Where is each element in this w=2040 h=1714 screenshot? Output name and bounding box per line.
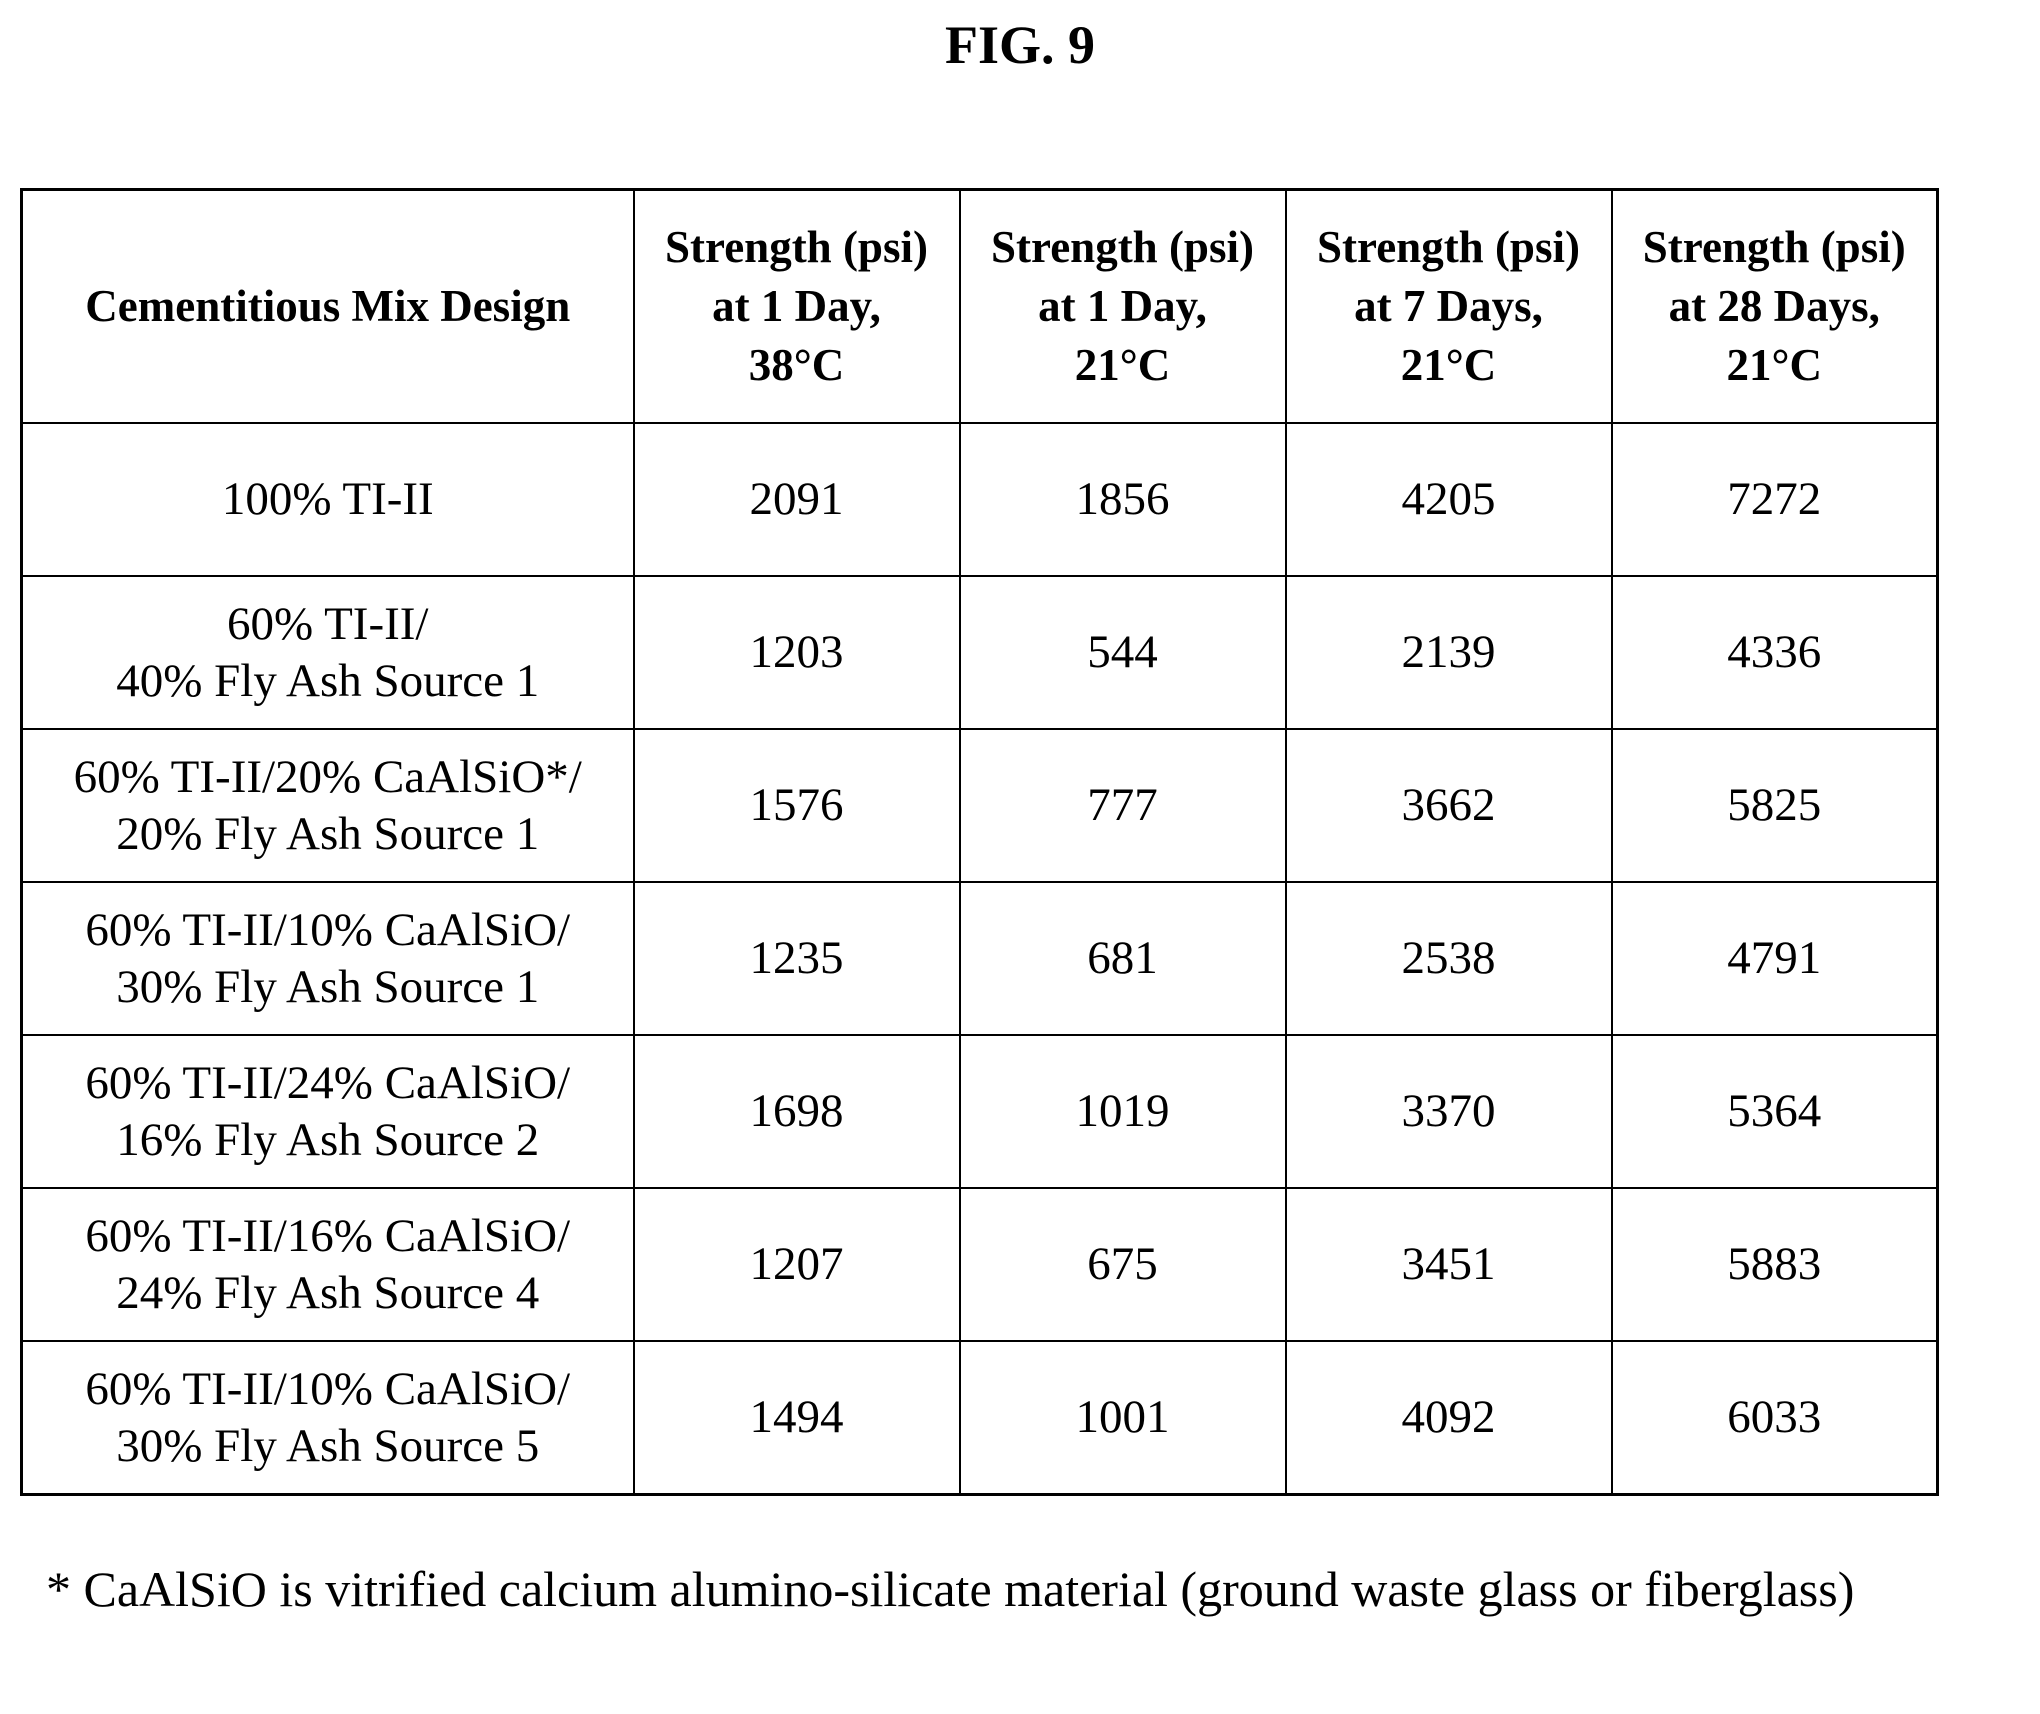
strength-value-cell: 1001 (958, 1340, 1287, 1496)
mix-line: 16% Fly Ash Source 2 (116, 1113, 540, 1166)
strength-value-cell: 5825 (1610, 728, 1939, 883)
header-line: at 1 Day, (1038, 281, 1207, 331)
mix-design-cell: 100% TI-II (20, 422, 635, 577)
strength-value-cell: 675 (958, 1187, 1287, 1342)
mix-design-cell: 60% TI-II/24% CaAlSiO/ 16% Fly Ash Sourc… (20, 1034, 635, 1189)
strength-value-cell: 544 (958, 575, 1287, 730)
table-row: 100% TI-II 2091 1856 4205 7272 (20, 422, 1939, 577)
strength-value-cell: 3370 (1284, 1034, 1613, 1189)
strength-value-cell: 1235 (632, 881, 961, 1036)
header-strength-1day-38c: Strength (psi) at 1 Day, 38°C (632, 188, 961, 424)
header-line: Strength (psi) (665, 222, 928, 272)
header-line: Strength (psi) (1642, 222, 1906, 272)
mix-design-cell: 60% TI-II/20% CaAlSiO*/ 20% Fly Ash Sour… (20, 728, 635, 883)
mix-line: 60% TI-II/20% CaAlSiO*/ (73, 750, 582, 803)
table-row: 60% TI-II/10% CaAlSiO/ 30% Fly Ash Sourc… (20, 881, 1939, 1036)
mix-line: 60% TI-II/10% CaAlSiO/ (85, 903, 571, 956)
strength-value-cell: 4791 (1610, 881, 1939, 1036)
strength-value-cell: 6033 (1610, 1340, 1939, 1496)
strength-value-cell: 4205 (1284, 422, 1613, 577)
header-line: at 1 Day, (712, 281, 881, 331)
strength-value-cell: 5364 (1610, 1034, 1939, 1189)
strength-value-cell: 1698 (632, 1034, 961, 1189)
mix-line: 30% Fly Ash Source 5 (116, 1419, 540, 1472)
strength-value-cell: 2538 (1284, 881, 1613, 1036)
strength-value-cell: 7272 (1610, 422, 1939, 577)
header-strength-7days-21c: Strength (psi) at 7 Days, 21°C (1284, 188, 1613, 424)
strength-value-cell: 1203 (632, 575, 961, 730)
header-line: 21°C (1726, 340, 1823, 390)
strength-value-cell: 2091 (632, 422, 961, 577)
mix-line: 20% Fly Ash Source 1 (116, 807, 540, 860)
strength-value-cell: 5883 (1610, 1187, 1939, 1342)
mix-design-cell: 60% TI-II/10% CaAlSiO/ 30% Fly Ash Sourc… (20, 881, 635, 1036)
strength-value-cell: 1019 (958, 1034, 1287, 1189)
strength-value-cell: 681 (958, 881, 1287, 1036)
strength-value-cell: 1207 (632, 1187, 961, 1342)
mix-line: 60% TI-II/24% CaAlSiO/ (85, 1056, 571, 1109)
strength-value-cell: 1856 (958, 422, 1287, 577)
strength-value-cell: 4092 (1284, 1340, 1613, 1496)
table-row: 60% TI-II/ 40% Fly Ash Source 1 1203 544… (20, 575, 1939, 730)
strength-table: Cementitious Mix Design Strength (psi) a… (20, 188, 1939, 1496)
mix-line: 30% Fly Ash Source 1 (116, 960, 540, 1013)
header-line: 21°C (1074, 340, 1171, 390)
table-row: 60% TI-II/20% CaAlSiO*/ 20% Fly Ash Sour… (20, 728, 1939, 883)
mix-line: 60% TI-II/16% CaAlSiO/ (85, 1209, 571, 1262)
strength-value-cell: 4336 (1610, 575, 1939, 730)
strength-value-cell: 777 (958, 728, 1287, 883)
strength-value-cell: 1576 (632, 728, 961, 883)
header-line: 21°C (1400, 340, 1497, 390)
strength-value-cell: 1494 (632, 1340, 961, 1496)
table-row: 60% TI-II/10% CaAlSiO/ 30% Fly Ash Sourc… (20, 1340, 1939, 1496)
header-strength-1day-21c: Strength (psi) at 1 Day, 21°C (958, 188, 1287, 424)
header-mix-design: Cementitious Mix Design (20, 188, 635, 424)
strength-value-cell: 3662 (1284, 728, 1613, 883)
header-line: Cementitious Mix Design (85, 281, 571, 331)
strength-value-cell: 2139 (1284, 575, 1613, 730)
mix-line: 24% Fly Ash Source 4 (116, 1266, 540, 1319)
header-row: Cementitious Mix Design Strength (psi) a… (20, 188, 1939, 424)
header-line: at 7 Days, (1354, 281, 1543, 331)
mix-line: 100% TI-II (221, 473, 434, 525)
mix-design-cell: 60% TI-II/ 40% Fly Ash Source 1 (20, 575, 635, 730)
header-line: at 28 Days, (1668, 281, 1880, 331)
table-row: 60% TI-II/24% CaAlSiO/ 16% Fly Ash Sourc… (20, 1034, 1939, 1189)
strength-value-cell: 3451 (1284, 1187, 1613, 1342)
mix-line: 60% TI-II/ (227, 597, 429, 650)
mix-design-cell: 60% TI-II/10% CaAlSiO/ 30% Fly Ash Sourc… (20, 1340, 635, 1496)
header-strength-28days-21c: Strength (psi) at 28 Days, 21°C (1610, 188, 1939, 424)
mix-design-cell: 60% TI-II/16% CaAlSiO/ 24% Fly Ash Sourc… (20, 1187, 635, 1342)
footnote: * CaAlSiO is vitrified calcium alumino-s… (46, 1561, 1855, 1617)
strength-table-container: Cementitious Mix Design Strength (psi) a… (20, 188, 1939, 1496)
header-line: 38°C (748, 340, 845, 390)
figure-title: FIG. 9 (944, 15, 1095, 75)
mix-line: 40% Fly Ash Source 1 (116, 654, 540, 707)
header-line: Strength (psi) (991, 222, 1254, 272)
table-row: 60% TI-II/16% CaAlSiO/ 24% Fly Ash Sourc… (20, 1187, 1939, 1342)
header-line: Strength (psi) (1317, 222, 1580, 272)
mix-line: 60% TI-II/10% CaAlSiO/ (85, 1362, 571, 1415)
